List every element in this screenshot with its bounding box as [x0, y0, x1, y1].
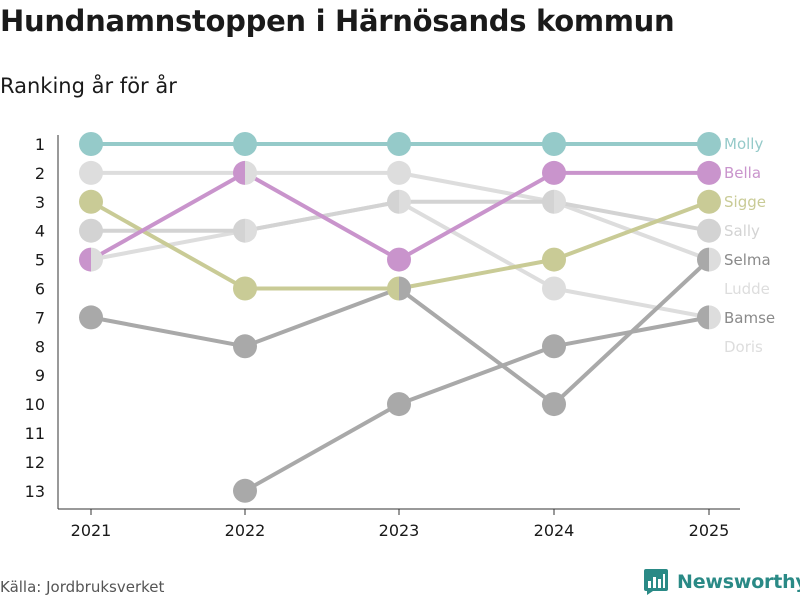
series-point-bamse [542, 334, 566, 359]
series-point-sally [79, 218, 103, 243]
series-point-selma [233, 334, 257, 359]
chart-title: Hundnamnstoppen i Härnösands kommun [0, 4, 675, 38]
series-point-molly [79, 132, 103, 156]
series-point-right-doris [399, 189, 411, 214]
series-point-right-doris [245, 218, 257, 243]
end-label-doris: Doris [724, 338, 763, 356]
chart-subtitle: Ranking år för år [0, 74, 177, 98]
series-point-bamse [387, 392, 411, 417]
y-tick-label: 9 [35, 366, 45, 385]
series-line-ludde [89, 170, 711, 262]
series-point-right-selma [399, 276, 411, 301]
series-point-bella [542, 160, 566, 185]
end-label-bamse: Bamse [724, 309, 775, 327]
series-point-bella [697, 160, 721, 185]
series-point-left-sally [542, 189, 554, 214]
series-point-split-sally [233, 218, 257, 243]
y-tick-label: 7 [35, 308, 45, 327]
series-point-left-bella [79, 247, 91, 272]
series-point-bella [387, 247, 411, 272]
series-point-right-ludde [554, 189, 566, 214]
series-point-right-doris [709, 305, 721, 330]
series-point-selma [542, 392, 566, 417]
x-tick-label: 2022 [225, 521, 266, 540]
source-note: Källa: Jordbruksverket [0, 578, 165, 596]
series-line-bella [89, 170, 711, 262]
x-tick-label: 2024 [534, 521, 575, 540]
y-tick-label: 2 [35, 164, 45, 183]
series-point-ludde [79, 160, 103, 185]
series-dots-layer [79, 132, 721, 503]
y-tick-label: 12 [25, 453, 45, 472]
newsworthy-logo-icon [644, 569, 668, 595]
series-point-left-bella [233, 160, 245, 185]
series-point-ludde [387, 160, 411, 185]
brand-logo: Newsworthy [644, 569, 800, 595]
y-tick-label: 1 [35, 135, 45, 154]
series-point-split-bamse [697, 305, 721, 330]
series-point-left-sigge [387, 276, 399, 301]
end-label-sigge: Sigge [724, 193, 766, 211]
y-tick-label: 3 [35, 193, 45, 212]
series-point-left-sally [387, 189, 399, 214]
series-point-sigge [79, 189, 103, 214]
end-label-ludde: Ludde [724, 280, 770, 298]
y-tick-label: 4 [35, 222, 45, 241]
series-point-split-selma [697, 247, 721, 272]
brand-name: Newsworthy [677, 571, 800, 593]
series-point-molly [387, 132, 411, 156]
series-point-right-doris [91, 247, 103, 272]
series-point-selma [79, 305, 103, 330]
y-tick-label: 13 [25, 482, 45, 501]
end-label-sally: Sally [724, 222, 760, 240]
series-point-left-bamse [697, 305, 709, 330]
y-tick-label: 5 [35, 251, 45, 270]
series-point-right-ludde [709, 247, 721, 272]
series-point-left-sally [233, 218, 245, 243]
series-point-split-sally [542, 189, 566, 214]
series-point-split-sally [387, 189, 411, 214]
series-point-sigge [233, 276, 257, 301]
series-point-molly [542, 132, 566, 156]
series-point-molly [697, 132, 721, 156]
y-tick-label: 11 [25, 424, 45, 443]
end-label-selma: Selma [724, 251, 771, 269]
series-line-bamse [243, 315, 711, 493]
series-point-bamse [233, 478, 257, 503]
x-tick-label: 2025 [689, 521, 730, 540]
series-point-sigge [697, 189, 721, 214]
series-point-split-sigge [387, 276, 411, 301]
series-point-sigge [542, 247, 566, 272]
series-point-split-bella [233, 160, 257, 185]
x-tick-label: 2023 [379, 521, 420, 540]
y-tick-label: 10 [25, 395, 45, 414]
y-tick-label: 6 [35, 280, 45, 299]
series-point-split-bella [79, 247, 103, 272]
x-tick-label: 2021 [71, 521, 112, 540]
series-point-left-selma [697, 247, 709, 272]
series-point-molly [233, 132, 257, 156]
y-tick-label: 8 [35, 337, 45, 356]
end-label-bella: Bella [724, 164, 761, 182]
series-point-doris [542, 276, 566, 301]
series-point-sally [697, 218, 721, 243]
series-point-right-ludde [245, 160, 257, 185]
end-label-molly: Molly [724, 135, 763, 153]
